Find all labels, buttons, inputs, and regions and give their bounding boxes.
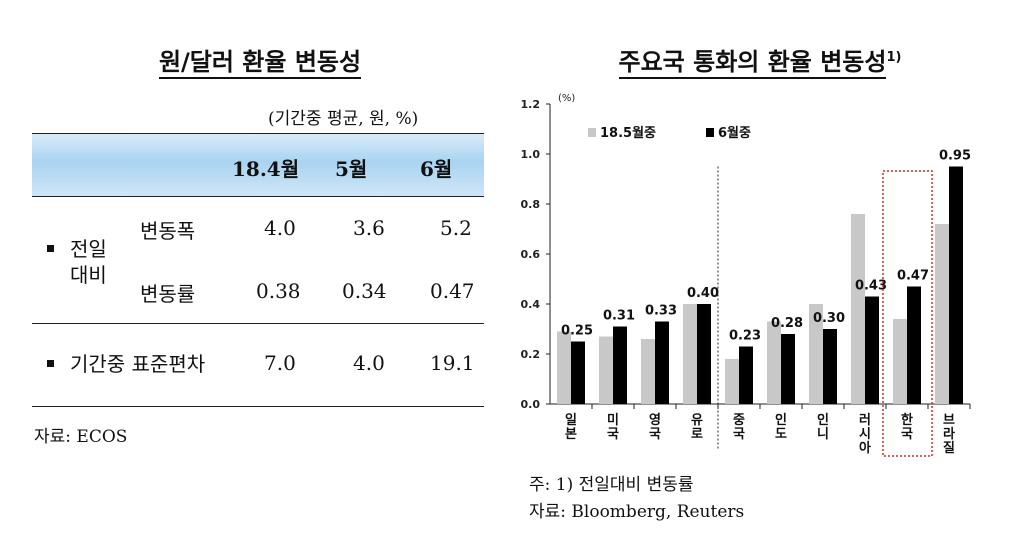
x-category-label: 아 [859,440,871,456]
x-category-label: 러 [859,412,871,428]
x-category-label: 본 [565,427,577,442]
data-label: 0.28 [771,316,803,331]
row-label-stddev: 기간중 표준편차 [70,352,206,376]
x-category-label: 중 [733,413,745,428]
left-source: 자료: ECOS [34,427,128,447]
x-category-label: 브 [943,413,955,428]
x-category-label: 인 [775,412,787,428]
unit-note: (기간중 평균, 원, %) [268,109,419,129]
row-label-rate: 변동률 [140,282,196,306]
bar-18.5월중 [851,214,865,404]
bar-18.5월중 [893,319,907,404]
x-category-label: 로 [691,427,703,442]
cell-rate-may: 0.34 [342,279,387,303]
cell-rate-apr: 0.38 [256,279,301,303]
x-category-label: 인 [817,412,829,428]
bar-6월중 [781,334,795,404]
cell-range-jun: 5.2 [440,216,472,240]
legend-label: 18.5월중 [600,125,656,141]
bar-6월중 [865,296,879,404]
x-category-label: 일 [565,413,577,428]
cell-stddev-may: 4.0 [353,351,385,375]
y-tick-label: 1.2 [521,98,541,111]
legend-swatch [706,128,714,137]
col-header-apr: 18.4월 [232,157,300,181]
data-label: 0.47 [897,269,929,284]
bar-6월중 [949,166,963,404]
left-panel-title: 원/달러 환율 변동성 [60,42,460,79]
y-tick-label: 1.0 [521,148,541,161]
bar-6월중 [739,346,753,404]
x-category-label: 유 [691,413,703,428]
highlight-box [882,170,933,457]
bar-6월중 [907,286,921,404]
group-label-line2: 대비 [70,263,107,287]
y-tick-label: 0.0 [521,398,541,411]
bar-18.5월중 [935,224,949,404]
data-label: 0.40 [687,286,719,301]
x-category-label: 국 [607,427,619,442]
x-category-label: 국 [733,427,745,442]
bar-18.5월중 [683,304,697,404]
x-category-label: 미 [607,412,619,428]
col-header-may: 5월 [335,157,368,181]
bar-6월중 [697,304,711,404]
row-label-range: 변동폭 [140,219,196,243]
bar-6월중 [613,326,627,404]
x-category-label: 니 [817,427,829,442]
y-tick-label: 0.8 [521,198,541,211]
y-axis-unit: (%) [558,93,575,104]
group-label-line1: 전일 [70,237,107,261]
x-category-label: 질 [943,441,955,456]
x-category-label: 시 [859,427,871,442]
legend-swatch [588,128,596,137]
x-category-label: 국 [649,427,661,442]
legend-label: 6월중 [718,125,751,141]
currency-volatility-chart: 0.00.20.40.60.81.01.2 (%)0.25일본0.31미국0.33… [521,93,971,457]
cell-range-apr: 4.0 [264,216,296,240]
data-label: 0.23 [729,329,761,344]
table-bottom-border [32,406,484,407]
chart-source: 자료: Bloomberg, Reuters [529,502,745,522]
chart-footnote: 주: 1) 전일대비 변동률 [529,475,694,495]
y-tick-label: 0.2 [521,348,541,361]
right-panel-title: 주요국 통화의 환율 변동성1) [560,42,960,79]
bar-6월중 [823,329,837,404]
bar-18.5월중 [557,331,571,404]
data-label: 0.95 [939,149,971,164]
bar-18.5월중 [641,339,655,404]
data-label: 0.33 [645,304,677,319]
cell-stddev-apr: 7.0 [264,351,296,375]
bar-18.5월중 [599,336,613,404]
table-divider [32,323,484,324]
bar-18.5월중 [725,359,739,404]
data-label: 0.43 [855,279,887,294]
x-category-label: 국 [901,427,913,442]
volatility-table: 18.4월 5월 6월 전일 대비 변동폭 4.0 3.6 5.2 변동률 0.… [32,133,484,409]
bar-6월중 [571,341,585,404]
table-header-row: 18.4월 5월 6월 [32,133,484,197]
data-label: 0.31 [603,309,635,324]
cell-stddev-jun: 19.1 [430,351,475,375]
bullet-icon [47,245,54,252]
cell-rate-jun: 0.47 [430,279,475,303]
bar-18.5월중 [809,304,823,404]
data-label: 0.30 [813,311,845,326]
bullet-icon [47,360,54,367]
col-header-jun: 6월 [420,157,453,181]
x-category-label: 한 [901,412,913,428]
x-category-label: 라 [943,426,955,442]
x-category-label: 영 [649,413,661,428]
data-label: 0.25 [561,324,593,339]
cell-range-may: 3.6 [353,216,385,240]
x-category-label: 도 [775,427,787,442]
bar-6월중 [655,321,669,404]
y-tick-label: 0.6 [521,248,541,261]
y-tick-label: 0.4 [521,298,541,311]
bar-18.5월중 [767,321,781,404]
